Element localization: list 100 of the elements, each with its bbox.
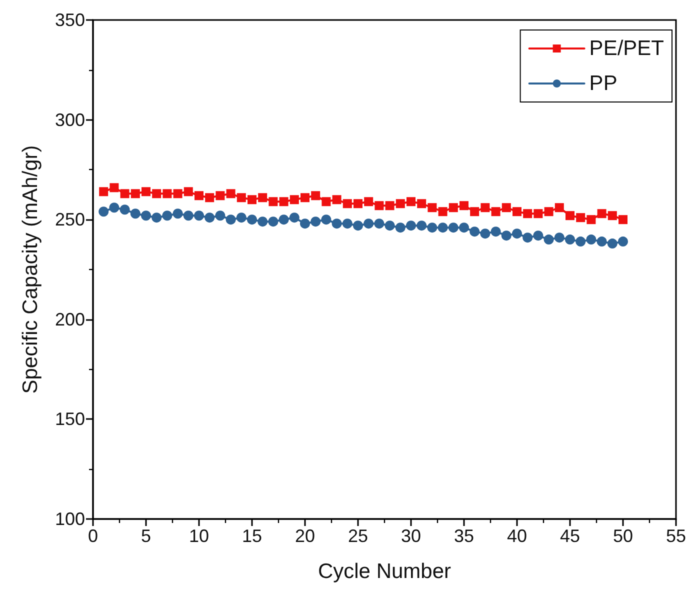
point xyxy=(141,210,151,221)
point xyxy=(607,238,618,249)
point xyxy=(416,220,427,231)
point xyxy=(586,215,596,224)
point xyxy=(554,203,564,212)
point xyxy=(491,207,500,216)
point xyxy=(501,230,512,241)
point xyxy=(152,212,162,223)
point xyxy=(428,203,437,212)
point xyxy=(406,197,416,206)
point xyxy=(279,197,288,206)
point xyxy=(385,201,394,210)
x-tick-label: 20 xyxy=(294,526,316,546)
point xyxy=(522,232,533,243)
point xyxy=(565,211,574,220)
point xyxy=(226,214,236,225)
point xyxy=(310,216,321,227)
point xyxy=(544,207,554,216)
point xyxy=(120,204,130,215)
point xyxy=(300,218,310,229)
point xyxy=(374,218,384,229)
point xyxy=(523,209,532,218)
point xyxy=(152,189,162,198)
point xyxy=(236,212,246,223)
x-tick-label: 50 xyxy=(612,526,634,546)
point xyxy=(184,187,193,196)
point xyxy=(618,215,628,224)
x-tick-label: 35 xyxy=(454,526,474,546)
legend-label: PP xyxy=(589,72,618,95)
point xyxy=(596,236,607,247)
x-tick-label: 5 xyxy=(140,526,152,546)
point xyxy=(311,191,320,200)
point xyxy=(110,183,119,192)
x-tick-label: 55 xyxy=(666,526,686,546)
x-tick-label: 10 xyxy=(188,526,210,546)
x-axis-title: Cycle Number xyxy=(318,560,452,583)
point xyxy=(618,236,628,247)
point xyxy=(268,216,278,227)
point xyxy=(226,189,236,198)
point xyxy=(216,191,225,200)
point xyxy=(205,193,214,202)
point xyxy=(162,210,172,221)
y-axis-title: Specific Capacity (mAh/gr) xyxy=(19,145,42,394)
point xyxy=(554,232,564,243)
point xyxy=(99,187,108,196)
point xyxy=(470,207,480,216)
x-tick-label: 0 xyxy=(88,526,98,546)
point xyxy=(258,216,268,227)
point xyxy=(268,197,278,206)
point xyxy=(98,206,109,217)
point xyxy=(332,195,342,204)
point xyxy=(130,208,140,219)
point xyxy=(448,222,458,233)
y-tick-label: 300 xyxy=(54,110,85,130)
point xyxy=(342,199,352,208)
point xyxy=(512,207,522,216)
point xyxy=(247,195,256,204)
y-tick-label: 150 xyxy=(54,409,85,430)
point xyxy=(353,220,363,231)
point xyxy=(459,222,469,233)
point xyxy=(576,213,586,222)
point xyxy=(322,197,331,206)
point xyxy=(120,189,130,198)
point xyxy=(565,234,575,245)
point xyxy=(490,226,501,237)
point xyxy=(247,214,257,225)
point xyxy=(384,220,395,231)
point xyxy=(364,197,374,206)
point xyxy=(204,212,215,223)
point xyxy=(183,210,194,221)
point xyxy=(173,189,182,198)
legend-label: PE/PET xyxy=(589,37,664,60)
point xyxy=(533,230,544,241)
point xyxy=(512,228,522,239)
point xyxy=(544,234,554,245)
point xyxy=(289,212,300,223)
point xyxy=(586,234,596,245)
point xyxy=(448,203,458,212)
point xyxy=(534,209,543,218)
x-tick-label: 30 xyxy=(400,526,422,546)
point xyxy=(427,222,438,233)
point xyxy=(608,211,617,220)
y-tick-label: 100 xyxy=(54,509,85,529)
point xyxy=(438,207,448,216)
point xyxy=(438,222,448,233)
y-tick-label: 250 xyxy=(54,210,85,230)
point xyxy=(364,218,374,229)
point xyxy=(321,214,332,225)
point xyxy=(258,193,268,202)
point xyxy=(172,208,183,219)
point xyxy=(109,202,120,213)
point xyxy=(130,189,140,198)
point xyxy=(480,228,490,239)
x-tick-label: 15 xyxy=(242,526,262,546)
point xyxy=(162,189,172,198)
x-tick-label: 45 xyxy=(560,526,580,546)
point xyxy=(502,203,511,212)
point xyxy=(480,203,490,212)
point xyxy=(417,199,426,208)
point xyxy=(278,214,289,225)
